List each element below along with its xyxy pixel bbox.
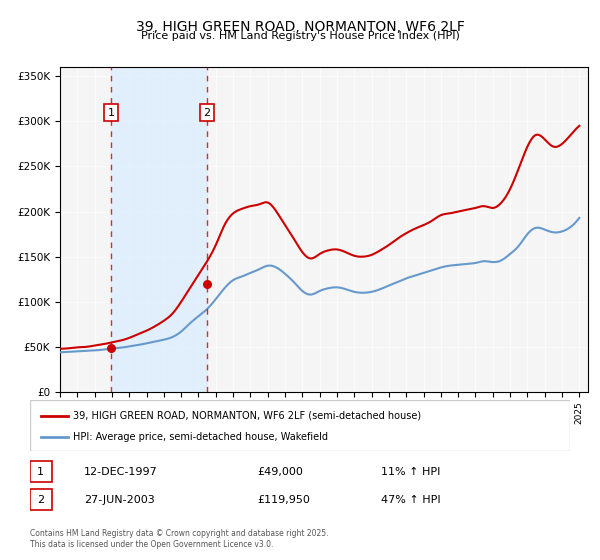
Text: 39, HIGH GREEN ROAD, NORMANTON, WF6 2LF (semi-detached house): 39, HIGH GREEN ROAD, NORMANTON, WF6 2LF …: [73, 410, 421, 421]
Bar: [111, 67, 207, 392]
Text: 47% ↑ HPI: 47% ↑ HPI: [381, 494, 440, 505]
Point: [106, 343, 116, 352]
Point: [202, 279, 212, 288]
FancyBboxPatch shape: [30, 489, 52, 510]
Text: 39, HIGH GREEN ROAD, NORMANTON, WF6 2LF: 39, HIGH GREEN ROAD, NORMANTON, WF6 2LF: [136, 20, 464, 34]
Text: 1: 1: [108, 108, 115, 118]
Text: 27-JUN-2003: 27-JUN-2003: [84, 494, 155, 505]
Text: 1: 1: [37, 466, 44, 477]
Text: 11% ↑ HPI: 11% ↑ HPI: [381, 466, 440, 477]
Text: £49,000: £49,000: [257, 466, 302, 477]
Text: HPI: Average price, semi-detached house, Wakefield: HPI: Average price, semi-detached house,…: [73, 432, 328, 442]
Text: 2: 2: [37, 494, 44, 505]
FancyBboxPatch shape: [30, 400, 570, 451]
Text: Price paid vs. HM Land Registry's House Price Index (HPI): Price paid vs. HM Land Registry's House …: [140, 31, 460, 41]
Text: 2: 2: [203, 108, 211, 118]
Text: Contains HM Land Registry data © Crown copyright and database right 2025.
This d: Contains HM Land Registry data © Crown c…: [30, 529, 329, 549]
Text: 12-DEC-1997: 12-DEC-1997: [84, 466, 158, 477]
Text: £119,950: £119,950: [257, 494, 310, 505]
FancyBboxPatch shape: [30, 461, 52, 482]
